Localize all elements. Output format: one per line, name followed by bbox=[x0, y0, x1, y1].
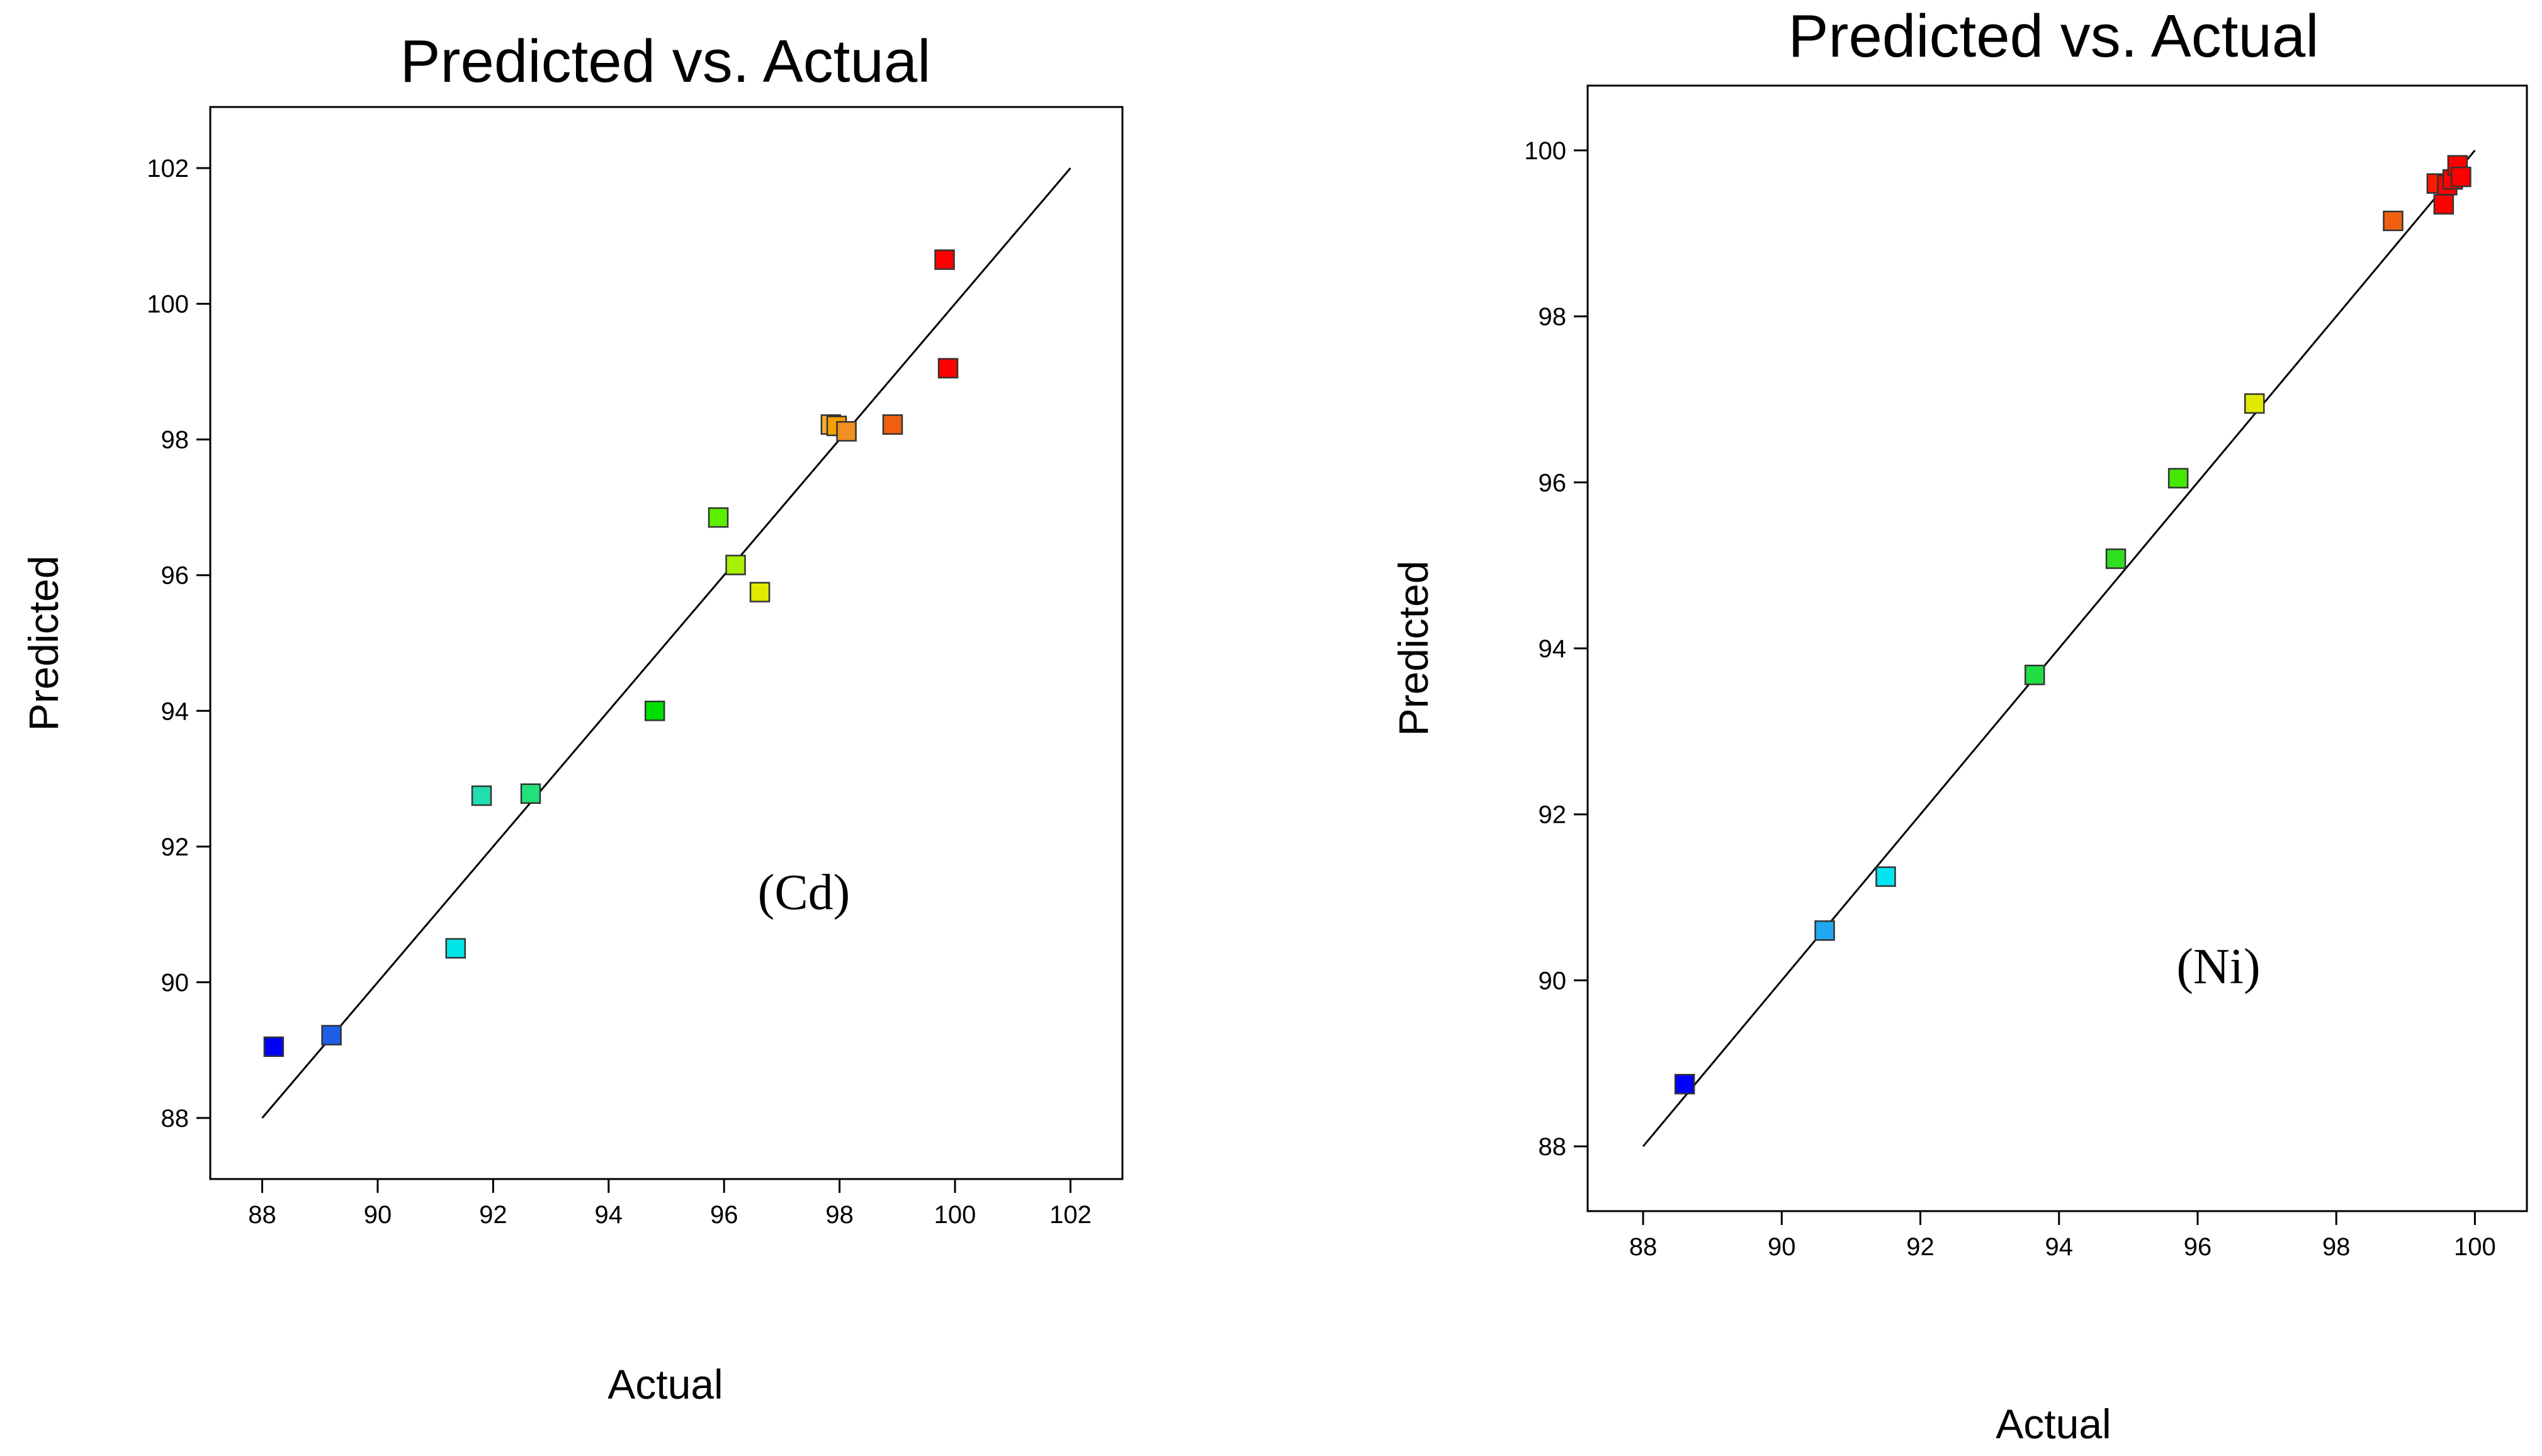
x-ticks: 88 90 92 94 96 98 100 bbox=[1629, 1211, 2496, 1261]
cd-chart: Predicted vs. Actual 88 90 92 94 96 98 100 102 … bbox=[20, 28, 1124, 1408]
data-point bbox=[1674, 1074, 1695, 1095]
data-point bbox=[2024, 664, 2045, 686]
ni-chart: Predicted vs. Actual 88 90 92 94 96 98 100 88 9… bbox=[1390, 3, 2528, 1447]
data-point bbox=[644, 701, 665, 721]
y-tick-label: 88 bbox=[1539, 1133, 1567, 1161]
y-ticks: 88 90 92 94 96 98 100 102 bbox=[147, 155, 210, 1132]
y-tick-label: 96 bbox=[161, 562, 189, 590]
x-tick-label: 90 bbox=[364, 1201, 392, 1229]
x-tick-label: 88 bbox=[1629, 1233, 1658, 1261]
chart-title: Predicted vs. Actual bbox=[1788, 3, 2319, 70]
data-point bbox=[471, 785, 492, 806]
y-tick-label: 90 bbox=[1539, 967, 1567, 995]
fit-line bbox=[261, 167, 1071, 1119]
data-point bbox=[445, 938, 466, 959]
y-tick-label: 98 bbox=[1539, 303, 1567, 331]
y-tick-label: 92 bbox=[1539, 801, 1567, 829]
y-tick-label: 100 bbox=[147, 291, 189, 319]
data-point bbox=[836, 420, 857, 442]
data-point bbox=[2383, 210, 2404, 232]
data-point bbox=[725, 555, 746, 575]
y-ticks: 88 90 92 94 96 98 100 bbox=[1524, 137, 1588, 1161]
plot-frame bbox=[209, 106, 1124, 1180]
chart-annotation: (Ni) bbox=[2176, 939, 2260, 995]
y-tick-label: 102 bbox=[147, 155, 189, 183]
y-tick-label: 96 bbox=[1539, 469, 1567, 497]
x-tick-label: 98 bbox=[2322, 1233, 2351, 1261]
data-point bbox=[934, 249, 955, 270]
data-point bbox=[520, 783, 541, 804]
data-point bbox=[1814, 920, 1835, 941]
x-axis-label: Actual bbox=[1996, 1401, 2111, 1447]
data-point bbox=[321, 1025, 342, 1046]
data-point bbox=[2244, 393, 2265, 414]
x-tick-label: 96 bbox=[2184, 1233, 2212, 1261]
fit-line bbox=[1642, 149, 2476, 1148]
y-tick-label: 94 bbox=[1539, 635, 1567, 663]
chart-annotation: (Cd) bbox=[758, 865, 850, 920]
y-tick-label: 100 bbox=[1524, 137, 1566, 165]
data-point bbox=[263, 1036, 285, 1058]
data-point bbox=[937, 358, 959, 379]
data-point bbox=[2433, 194, 2454, 215]
y-axis-label: Predicted bbox=[1390, 561, 1437, 736]
x-tick-label: 96 bbox=[710, 1201, 738, 1229]
x-tick-label: 100 bbox=[2454, 1233, 2496, 1261]
x-axis-label: Actual bbox=[607, 1361, 723, 1408]
y-tick-label: 92 bbox=[161, 833, 189, 861]
x-tick-label: 98 bbox=[825, 1201, 854, 1229]
x-tick-label: 90 bbox=[1768, 1233, 1796, 1261]
x-tick-label: 88 bbox=[248, 1201, 276, 1229]
x-tick-label: 94 bbox=[595, 1201, 623, 1229]
y-tick-label: 88 bbox=[161, 1105, 189, 1132]
x-tick-label: 102 bbox=[1049, 1201, 1092, 1229]
data-point bbox=[2451, 166, 2471, 188]
chart-title: Predicted vs. Actual bbox=[400, 28, 930, 95]
data-point bbox=[1875, 866, 1896, 887]
y-tick-label: 98 bbox=[161, 426, 189, 454]
data-point bbox=[2167, 468, 2189, 488]
y-axis-label: Predicted bbox=[20, 556, 67, 731]
data-point bbox=[2105, 548, 2127, 569]
x-tick-label: 94 bbox=[2045, 1233, 2074, 1261]
data-point bbox=[749, 582, 771, 602]
x-tick-label: 92 bbox=[1906, 1233, 1935, 1261]
x-tick-label: 100 bbox=[934, 1201, 976, 1229]
y-tick-label: 94 bbox=[161, 697, 189, 725]
plot-frame bbox=[1586, 84, 2528, 1212]
y-tick-label: 90 bbox=[161, 969, 189, 996]
x-ticks: 88 90 92 94 96 98 100 102 bbox=[248, 1179, 1092, 1229]
data-points bbox=[1674, 155, 2471, 1095]
data-points bbox=[263, 249, 959, 1058]
data-point bbox=[882, 414, 903, 435]
x-tick-label: 92 bbox=[479, 1201, 507, 1229]
data-point bbox=[708, 507, 729, 528]
